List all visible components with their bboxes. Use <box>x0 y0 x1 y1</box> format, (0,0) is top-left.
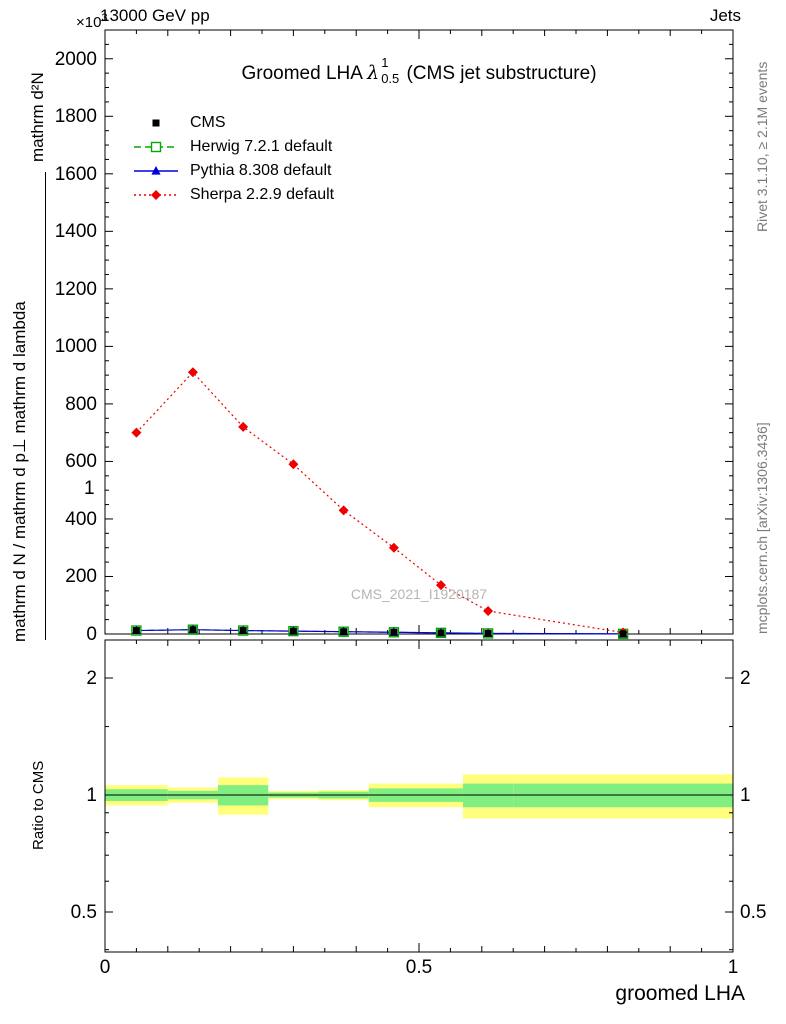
y-tick-label: 1400 <box>54 221 97 243</box>
y-tick-label: 600 <box>65 451 97 473</box>
ratio-tick-label-right: 0.5 <box>740 902 767 923</box>
analysis-group-label: Jets <box>709 6 741 25</box>
lambda-symbol: λ <box>367 62 380 84</box>
diamond-filled-marker <box>288 459 299 470</box>
y-tick-label: 2000 <box>54 48 97 70</box>
legend-label-herwig: Herwig 7.2.1 default <box>190 138 333 155</box>
diamond-filled-marker <box>388 542 399 553</box>
diamond-filled-marker <box>187 367 198 378</box>
square-filled-marker <box>390 628 398 636</box>
y-tick-label: 200 <box>65 566 97 588</box>
ratio-tick-label-left: 0.5 <box>70 902 97 923</box>
y-tick-label: 1800 <box>54 106 97 128</box>
y-axis-title-denominator: mathrm d N / mathrm d p⊥ mathrm d lambda <box>10 301 29 642</box>
square-open-marker <box>150 141 162 153</box>
square-filled-marker <box>239 627 247 635</box>
square-filled-marker <box>437 629 445 637</box>
plot-title-prefix: Groomed LHA <box>241 63 362 84</box>
lambda-exponents: 1 0.5 <box>381 55 400 86</box>
square-filled-marker <box>189 626 197 634</box>
x-tick-label: 0 <box>99 957 111 978</box>
rivet-version-text: Rivet 3.1.10, ≥ 2.1M events <box>754 61 770 232</box>
y-axis-multiplier: ×103 <box>76 12 108 31</box>
y-axis-fraction-bar <box>45 172 46 640</box>
y-tick-label: 0 <box>86 624 97 645</box>
y-tick-label: 400 <box>65 508 97 530</box>
square-filled-marker <box>152 119 160 127</box>
diamond-filled-marker <box>435 580 446 591</box>
ratio-axis-title: Ratio to CMS <box>30 760 47 850</box>
plot-title-suffix: (CMS jet substructure) <box>406 63 597 84</box>
plot-title: Groomed LHA λ 1 0.5 (CMS jet substructure) <box>105 55 733 86</box>
pythia-line <box>136 629 624 635</box>
analysis-id-watermark: CMS_2021_I1920187 <box>350 586 488 602</box>
diamond-filled-marker <box>238 421 249 432</box>
diamond-filled-marker <box>483 605 494 616</box>
legend-label-sherpa: Sherpa 2.2.9 default <box>190 186 335 203</box>
y-tick-label: 1200 <box>54 278 97 300</box>
mcplots-reference-text: mcplots.cern.ch [arXiv:1306.3436] <box>754 422 770 634</box>
legend-label-pythia: Pythia 8.308 default <box>190 162 332 179</box>
diamond-filled-marker <box>131 427 142 438</box>
ratio-tick-label-left: 1 <box>86 785 97 806</box>
triangle-filled-marker <box>151 166 161 175</box>
y-tick-label: 1600 <box>54 163 97 185</box>
beam-energy-label: 13000 GeV pp <box>100 6 210 25</box>
ratio-tick-label-right: 1 <box>740 785 751 806</box>
square-filled-marker <box>340 628 348 636</box>
x-axis-title: groomed LHA <box>615 982 745 1005</box>
square-filled-marker <box>132 627 140 635</box>
ratio-tick-label-right: 2 <box>740 668 751 689</box>
x-tick-label: 1 <box>727 957 739 978</box>
ratio-tick-label-left: 2 <box>86 668 97 689</box>
legend-label-cms: CMS <box>190 114 226 131</box>
y-axis-title-numerator: mathrm d²N <box>28 72 47 162</box>
square-filled-marker <box>289 627 297 635</box>
sherpa-line <box>135 371 624 634</box>
y-tick-label: 800 <box>65 393 97 415</box>
x-tick-label: 0.5 <box>405 957 433 978</box>
y-tick-label: 1000 <box>54 336 97 358</box>
y-axis-title-one: 1 <box>84 478 95 499</box>
diamond-filled-marker <box>338 505 349 516</box>
diamond-filled-marker <box>151 190 161 200</box>
square-filled-marker <box>484 629 492 637</box>
square-filled-marker <box>619 630 627 638</box>
